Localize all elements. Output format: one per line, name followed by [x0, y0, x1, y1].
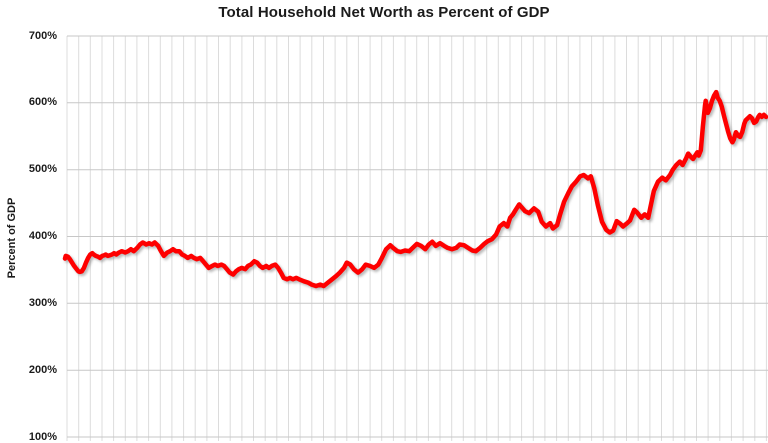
- y-tick-label: 100%: [28, 430, 57, 443]
- y-axis-tick-labels: 700% 600% 500% 400% 300% 200% 100%: [0, 0, 57, 443]
- y-tick-label: 500%: [28, 163, 57, 176]
- y-tick-label: 300%: [28, 296, 57, 309]
- y-tick-label: 600%: [28, 96, 57, 109]
- y-tick-label: 200%: [28, 363, 57, 376]
- net-worth-data-line: [62, 89, 768, 289]
- chart-title: Total Household Net Worth as Percent of …: [218, 4, 550, 21]
- vertical-gridlines: [66, 36, 767, 441]
- horizontal-gridlines: [67, 35, 768, 438]
- y-tick-label: 400%: [28, 230, 57, 242]
- y-tick-label: 700%: [28, 29, 57, 42]
